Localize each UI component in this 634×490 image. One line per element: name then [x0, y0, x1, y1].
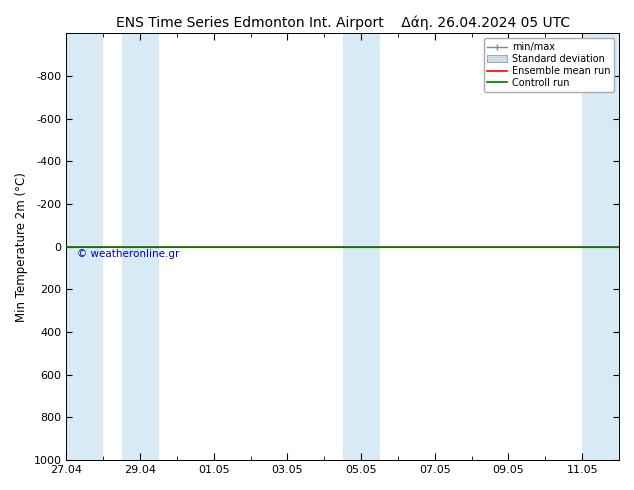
Legend: min/max, Standard deviation, Ensemble mean run, Controll run: min/max, Standard deviation, Ensemble me… — [484, 38, 614, 92]
Text: © weatheronline.gr: © weatheronline.gr — [77, 249, 180, 259]
Y-axis label: Min Temperature 2m (°C): Min Temperature 2m (°C) — [15, 172, 28, 322]
Bar — [122, 33, 158, 460]
Bar — [67, 33, 103, 460]
Bar — [343, 33, 380, 460]
Title: ENS Time Series Edmonton Int. Airport    Δάη. 26.04.2024 05 UTC: ENS Time Series Edmonton Int. Airport Δά… — [115, 15, 570, 29]
Bar — [582, 33, 619, 460]
